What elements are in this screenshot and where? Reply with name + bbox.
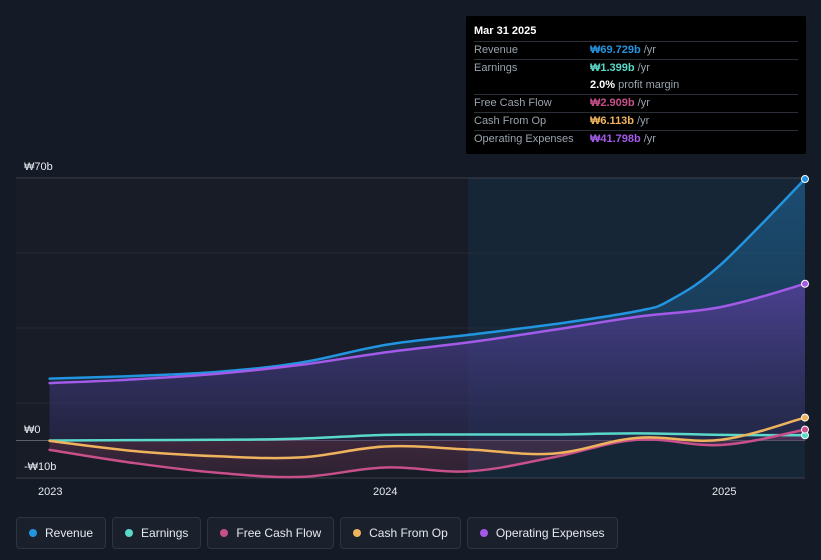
tooltip-label: Free Cash Flow [474, 97, 552, 109]
tooltip-row-earnings: Earnings ₩1.399b /yr [474, 59, 798, 77]
tooltip-row-operating-expenses: Operating Expenses ₩41.798b /yr [474, 130, 798, 148]
legend-dot-icon [220, 529, 229, 537]
revenue-line [48, 177, 807, 380]
tooltip-label: Cash From Op [474, 115, 547, 127]
legend-item-cash-from-op[interactable]: Cash From Op [340, 517, 461, 549]
legend-item-free-cash-flow[interactable]: Free Cash Flow [207, 517, 335, 549]
free-cash-flow-line [48, 428, 807, 479]
tooltip-label: Earnings [474, 62, 518, 74]
series-lines [48, 177, 807, 479]
tooltip-suffix: /yr [643, 44, 656, 56]
tooltip-suffix: /yr [643, 133, 656, 145]
legend-dot-icon [353, 529, 362, 537]
tooltip-value: 2.0% [590, 79, 616, 91]
tooltip-panel: Mar 31 2025 Revenue ₩69.729b /yr Earning… [466, 16, 806, 154]
tooltip-value: ₩69.729b [590, 44, 641, 56]
x-tick-2024: 2024 [373, 486, 397, 498]
revenue-end-point [801, 175, 809, 184]
legend-label: Revenue [45, 526, 94, 540]
tooltip-value: ₩1.399b [590, 62, 635, 74]
legend-label: Free Cash Flow [236, 526, 322, 540]
x-tick-2025: 2025 [712, 486, 736, 498]
tooltip-label: Revenue [474, 44, 519, 56]
y-label-bottom: -₩10b [24, 461, 56, 473]
legend-item-revenue[interactable]: Revenue [16, 517, 107, 549]
tooltip-row-revenue: Revenue ₩69.729b /yr [474, 41, 798, 59]
legend-label: Operating Expenses [495, 526, 605, 540]
chart-area: ₩70b ₩0 -₩10b 2023 2024 2025 [16, 161, 809, 498]
earnings-line [48, 432, 807, 442]
tooltip-suffix: /yr [637, 115, 650, 127]
legend-dot-icon [29, 529, 37, 537]
x-tick-2023: 2023 [38, 486, 62, 498]
tooltip-suffix: /yr [637, 97, 650, 109]
y-label-top: ₩70b [24, 161, 53, 173]
tooltip-label: Operating Expenses [474, 133, 574, 145]
tooltip-date: Mar 31 2025 [474, 25, 537, 37]
legend-item-operating-expenses[interactable]: Operating Expenses [466, 517, 618, 549]
operating-expenses-end-point [801, 279, 809, 288]
operating-expenses-line [48, 282, 807, 385]
tooltip-row-cash-from-op: Cash From Op ₩6.113b /yr [474, 112, 798, 130]
tooltip-row-free-cash-flow: Free Cash Flow ₩2.909b /yr [474, 94, 798, 112]
legend-dot-icon [479, 529, 488, 537]
tooltip-row-profit-margin: 2.0% profit margin [474, 77, 798, 94]
legend-label: Cash From Op [369, 526, 448, 540]
legend-dot-icon [125, 529, 134, 537]
tooltip-value: ₩41.798b [590, 133, 641, 145]
end-markers [801, 175, 809, 440]
tooltip-value: ₩6.113b [590, 115, 635, 127]
tooltip-suffix: /yr [637, 62, 650, 74]
tooltip-suffix: profit margin [618, 79, 680, 91]
legend-item-earnings[interactable]: Earnings [112, 517, 202, 549]
tooltip-value: ₩2.909b [590, 97, 635, 109]
operating-expenses-area [49, 283, 806, 441]
y-label-zero: ₩0 [24, 424, 41, 436]
chart-legend: Revenue Earnings Free Cash Flow Cash Fro… [16, 517, 618, 549]
tooltip-label [474, 77, 590, 94]
cash-from-op-end-point [801, 413, 809, 422]
cash-from-op-line [48, 416, 807, 460]
free-cash-flow-end-point [801, 425, 809, 434]
legend-label: Earnings [141, 526, 189, 540]
